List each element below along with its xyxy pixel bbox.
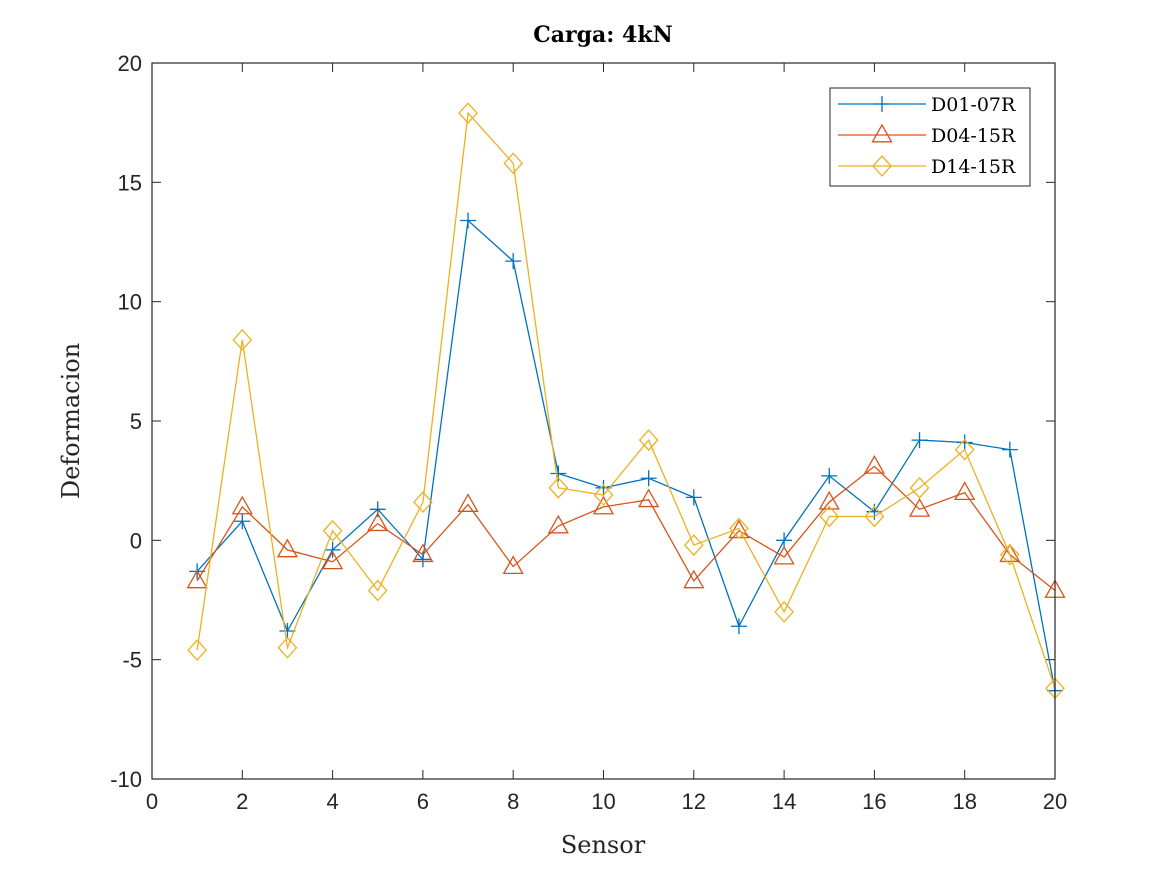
x-tick-label: 4 <box>326 789 338 814</box>
diamond-marker <box>367 579 388 602</box>
diamond-marker <box>872 155 892 177</box>
diamond-marker <box>232 328 253 351</box>
triangle-marker <box>638 488 660 508</box>
series-D01-07R <box>189 212 1063 699</box>
triangle-marker <box>954 481 976 501</box>
triangle-marker <box>592 495 615 515</box>
plus-marker <box>324 541 341 558</box>
diamond-marker <box>819 505 840 528</box>
y-tick-label: 0 <box>130 528 142 553</box>
triangle-marker <box>276 538 299 558</box>
diamond-marker <box>322 519 343 542</box>
triangle-marker <box>871 123 893 143</box>
diamond-marker <box>864 505 885 528</box>
x-tick-label: 6 <box>417 789 429 814</box>
series-D14-15R <box>187 102 1065 700</box>
x-tick-label: 0 <box>146 789 158 814</box>
plus-marker <box>956 434 973 451</box>
triangle-marker <box>457 493 479 512</box>
plus-marker <box>279 623 296 640</box>
diamond-marker <box>503 152 524 175</box>
plus-marker <box>505 253 522 270</box>
diamond-marker <box>187 639 208 661</box>
y-tick-label: -10 <box>110 767 142 792</box>
y-tick-label: 10 <box>118 290 142 315</box>
diamond-marker <box>638 429 659 451</box>
plus-marker <box>911 432 928 449</box>
y-tick-label: 5 <box>130 409 142 434</box>
plus-marker <box>730 618 747 635</box>
diamond-marker <box>458 102 478 124</box>
legend-label: D14-15R <box>931 156 1016 178</box>
series-D04-15R <box>186 455 1066 598</box>
x-tick-label: 12 <box>682 789 706 814</box>
triangle-marker <box>321 550 344 570</box>
x-axis-label: Sensor <box>561 831 646 859</box>
legend-label: D04-15R <box>931 125 1016 147</box>
plus-marker <box>234 513 251 530</box>
triangle-marker <box>683 569 705 589</box>
plus-marker <box>1001 441 1018 458</box>
triangle-marker <box>999 543 1021 563</box>
plus-marker <box>460 212 477 229</box>
y-tick-label: 15 <box>118 170 142 195</box>
plus-marker <box>550 465 567 482</box>
legend-item: D14-15R <box>838 155 1016 178</box>
x-tick-label: 14 <box>772 789 796 814</box>
diamond-marker <box>729 517 749 540</box>
triangle-marker <box>773 545 795 565</box>
diamond-marker <box>277 636 298 659</box>
diamond-marker <box>683 534 704 556</box>
triangle-marker <box>818 490 840 510</box>
diamond-marker <box>909 476 930 499</box>
triangle-marker <box>412 543 434 563</box>
diamond-marker <box>774 601 794 623</box>
legend: D01-07R D04-15R D14-15R <box>829 87 1031 187</box>
series-line <box>196 111 1056 689</box>
triangle-marker <box>908 497 931 517</box>
triangle-marker <box>367 512 389 532</box>
legend-item: D01-07R <box>838 94 1016 116</box>
plus-marker <box>821 467 838 484</box>
x-tick-label: 20 <box>1043 789 1067 814</box>
plus-marker <box>874 96 890 112</box>
diamond-marker <box>954 438 975 461</box>
plus-marker <box>776 532 793 549</box>
x-tick-label: 8 <box>507 789 519 814</box>
plus-marker <box>640 470 657 487</box>
diamond-marker <box>593 484 614 506</box>
y-tick-label: 20 <box>118 51 142 76</box>
chart-title: Carga: 4kN <box>533 22 672 48</box>
diamond-marker <box>413 491 433 514</box>
x-tick-label: 18 <box>952 789 976 814</box>
triangle-marker <box>863 455 886 474</box>
y-tick-label: -5 <box>122 648 142 673</box>
triangle-marker <box>547 514 569 534</box>
x-tick-label: 16 <box>862 789 886 814</box>
x-tick-label: 2 <box>236 789 248 814</box>
diamond-marker <box>999 543 1020 566</box>
triangle-marker <box>231 495 253 515</box>
plot-frame <box>151 62 1056 780</box>
legend-item: D04-15R <box>838 123 1016 147</box>
legend-label: D01-07R <box>931 94 1016 116</box>
x-tick-label: 10 <box>591 789 615 814</box>
diamond-marker <box>548 476 569 499</box>
series-line <box>196 219 1056 691</box>
y-axis-label: Deformacion <box>57 343 85 499</box>
series-line <box>196 465 1056 591</box>
triangle-marker <box>186 569 208 589</box>
triangle-marker <box>502 555 524 575</box>
plus-marker <box>685 489 702 506</box>
